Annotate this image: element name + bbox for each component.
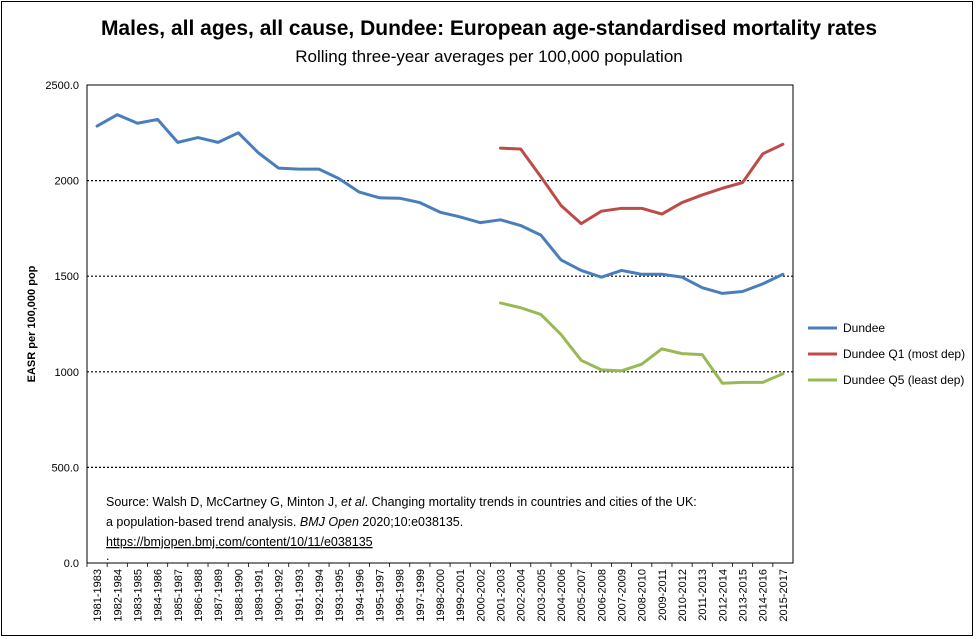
- y-tick-label: 1500: [55, 271, 79, 283]
- x-tick-label: 2012-2014: [717, 569, 729, 622]
- x-tick-label: 1994-1996: [354, 569, 366, 622]
- x-tick-label: 2011-2013: [697, 569, 709, 621]
- x-tick-label: 1992-1994: [314, 569, 326, 622]
- plot-area: [86, 84, 794, 564]
- x-tick-label: 1997-1999: [415, 569, 427, 622]
- source-line-2: a population-based trend analysis. BMJ O…: [106, 515, 463, 529]
- source-note: Source: Walsh D, McCartney G, Minton J, …: [106, 495, 697, 563]
- legend-label: Dundee Q5 (least dep): [843, 373, 964, 387]
- chart-subtitle: Rolling three-year averages per 100,000 …: [295, 47, 682, 66]
- y-tick-labels: 0.0 500.0 1000 1500 2000 2500.0: [45, 80, 79, 570]
- x-tick-label: 1982-1984: [112, 569, 124, 622]
- x-tick-label: 2014-2016: [758, 569, 770, 622]
- x-tick-label: 2003-2005: [536, 569, 548, 622]
- x-tick-label: 2006-2008: [596, 569, 608, 622]
- series-line-dundee-q1-most-dep: [499, 142, 785, 226]
- x-tick-label: 2004-2006: [556, 569, 568, 622]
- x-tick-label: 1989-1991: [253, 569, 265, 622]
- x-tick-label: 1986-1988: [193, 569, 205, 622]
- x-tick-label: 1995-1997: [374, 569, 386, 622]
- y-tick-label: 1000: [55, 367, 79, 379]
- x-tick-label: 2005-2007: [576, 569, 588, 622]
- x-tick-label: 1990-1992: [274, 569, 286, 622]
- x-tick-label: 2008-2010: [637, 569, 649, 622]
- series-line-dundee: [95, 113, 785, 295]
- x-tick-label: 2015-2017: [778, 569, 790, 622]
- x-tick-label: 2013-2015: [738, 569, 750, 622]
- legend: Dundee Dundee Q1 (most dep) Dundee Q5 (lea…: [808, 321, 965, 387]
- legend-label: Dundee Q1 (most dep): [843, 347, 965, 361]
- x-tick-label: 1993-1995: [334, 569, 346, 622]
- x-tick-label: 2001-2003: [496, 569, 508, 622]
- x-tick-label: 1998-2000: [435, 569, 447, 622]
- x-tick-label: 1987-1989: [213, 569, 225, 622]
- source-link[interactable]: https://bmjopen.bmj.com/content/10/11/e0…: [106, 535, 373, 549]
- x-tick-labels: 1981-1983 1982-1984 1983-1985 1984-1986 1985…: [86, 563, 790, 622]
- y-axis-label: EASR per 100,000 pop: [26, 265, 38, 382]
- x-tick-label: 1996-1998: [395, 569, 407, 622]
- source-line-1: Source: Walsh D, McCartney G, Minton J, …: [106, 495, 697, 509]
- x-tick-label: 1999-2001: [455, 569, 467, 622]
- chart-title: Males, all ages, all cause, Dundee: Euro…: [101, 17, 877, 40]
- x-tick-label: 1983-1985: [132, 569, 144, 622]
- gridlines: [87, 180, 793, 468]
- legend-label: Dundee: [843, 321, 885, 335]
- y-tick-label: 500.0: [51, 462, 79, 474]
- x-tick-label: 2002-2004: [516, 569, 528, 622]
- y-tick-label: 0.0: [64, 558, 79, 570]
- x-tick-label: 1984-1986: [153, 569, 165, 622]
- series-line-dundee-q5-least-dep: [499, 301, 785, 385]
- source-trailing-dot: .: [106, 549, 109, 563]
- x-tick-label: 1985-1987: [173, 569, 185, 622]
- x-tick-label: 2010-2012: [677, 569, 689, 622]
- y-tick-label: 2000: [55, 176, 79, 188]
- x-tick-label: 1981-1983: [92, 569, 104, 622]
- x-tick-label: 2007-2009: [617, 569, 629, 622]
- x-tick-label: 1988-1990: [233, 569, 245, 622]
- series-lines: [95, 113, 785, 385]
- y-tick-label: 2500.0: [45, 80, 79, 92]
- x-tick-label: 2000-2002: [475, 569, 487, 622]
- x-tick-label: 2009-2011: [657, 569, 669, 621]
- x-tick-label: 1991-1993: [294, 569, 306, 622]
